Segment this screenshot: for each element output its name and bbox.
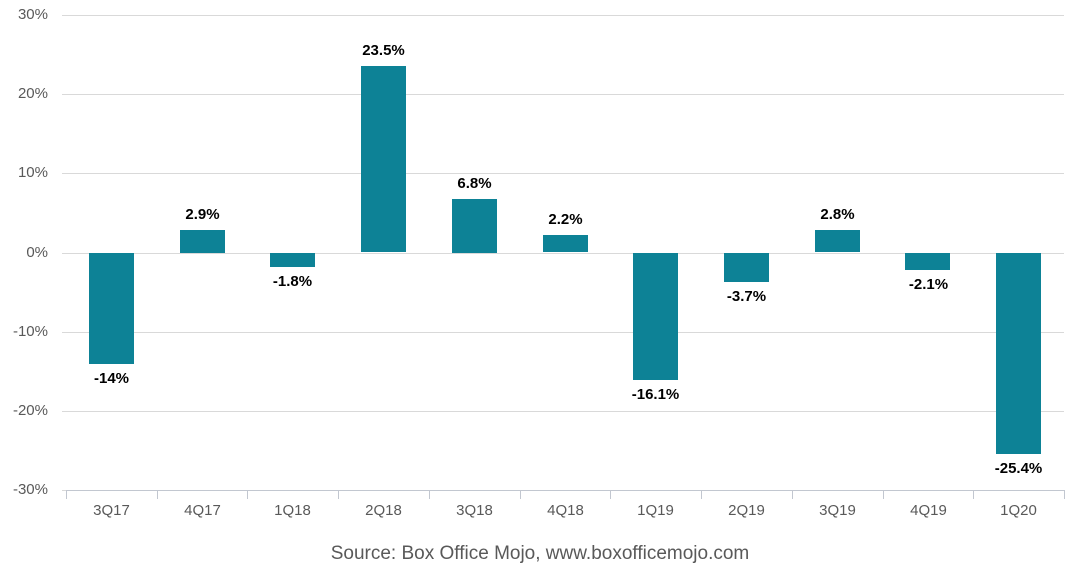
x-tick-label: 3Q17 (93, 502, 130, 519)
bar (996, 253, 1041, 454)
x-tick-label: 1Q19 (637, 502, 674, 519)
x-tick-label: 3Q19 (819, 502, 856, 519)
x-axis-tick (429, 490, 430, 499)
bar (633, 253, 678, 380)
x-axis-line (66, 490, 1064, 491)
bar (815, 230, 860, 252)
gridline (62, 173, 1064, 174)
x-axis-tick (247, 490, 248, 499)
gridline (62, 94, 1064, 95)
x-axis-tick (701, 490, 702, 499)
x-tick-label: 4Q17 (184, 502, 221, 519)
y-tick-label: -10% (12, 323, 48, 340)
bar (905, 253, 950, 270)
bar-value-label: -25.4% (994, 460, 1043, 477)
x-axis-tick (792, 490, 793, 499)
gridline (62, 332, 1064, 333)
y-tick-label: -20% (12, 402, 48, 419)
bar (724, 253, 769, 282)
bar-value-label: -1.8% (272, 273, 313, 290)
x-axis-tick (610, 490, 611, 499)
x-tick-label: 1Q20 (1000, 502, 1037, 519)
x-tick-label: 1Q18 (274, 502, 311, 519)
bar-value-label: -16.1% (631, 386, 680, 403)
x-tick-label: 4Q19 (910, 502, 947, 519)
bar-value-label: 2.2% (548, 211, 583, 228)
y-tick-label: 20% (17, 85, 48, 102)
y-tick-label: -30% (12, 481, 48, 498)
bar-value-label: 6.8% (457, 175, 492, 192)
gridline (62, 411, 1064, 412)
bar (270, 253, 315, 267)
x-tick-label: 2Q19 (728, 502, 765, 519)
x-tick-label: 3Q18 (456, 502, 493, 519)
source-attribution: Source: Box Office Mojo, www.boxofficemo… (330, 543, 750, 564)
bar (361, 66, 406, 252)
x-axis-tick (520, 490, 521, 499)
gridline (62, 253, 1064, 254)
x-axis-tick (973, 490, 974, 499)
bar (89, 253, 134, 364)
bar-value-label: 2.8% (820, 206, 855, 223)
x-tick-label: 2Q18 (365, 502, 402, 519)
x-axis-tick (338, 490, 339, 499)
bar-value-label: 2.9% (185, 206, 220, 223)
x-axis-tick (883, 490, 884, 499)
gridline (62, 15, 1064, 16)
x-axis-tick (1064, 490, 1065, 499)
x-axis-tick (66, 490, 67, 499)
y-tick-label: 30% (17, 6, 48, 23)
y-tick-label: 10% (17, 164, 48, 181)
bar-value-label: -14% (93, 370, 130, 387)
bar (452, 199, 497, 253)
x-tick-label: 4Q18 (547, 502, 584, 519)
y-tick-label: 0% (26, 244, 48, 261)
bar-value-label: 23.5% (362, 42, 405, 59)
x-axis-tick (157, 490, 158, 499)
bar (180, 230, 225, 253)
bar-value-label: -2.1% (908, 276, 949, 293)
bar (543, 235, 588, 252)
bar-value-label: -3.7% (726, 288, 767, 305)
